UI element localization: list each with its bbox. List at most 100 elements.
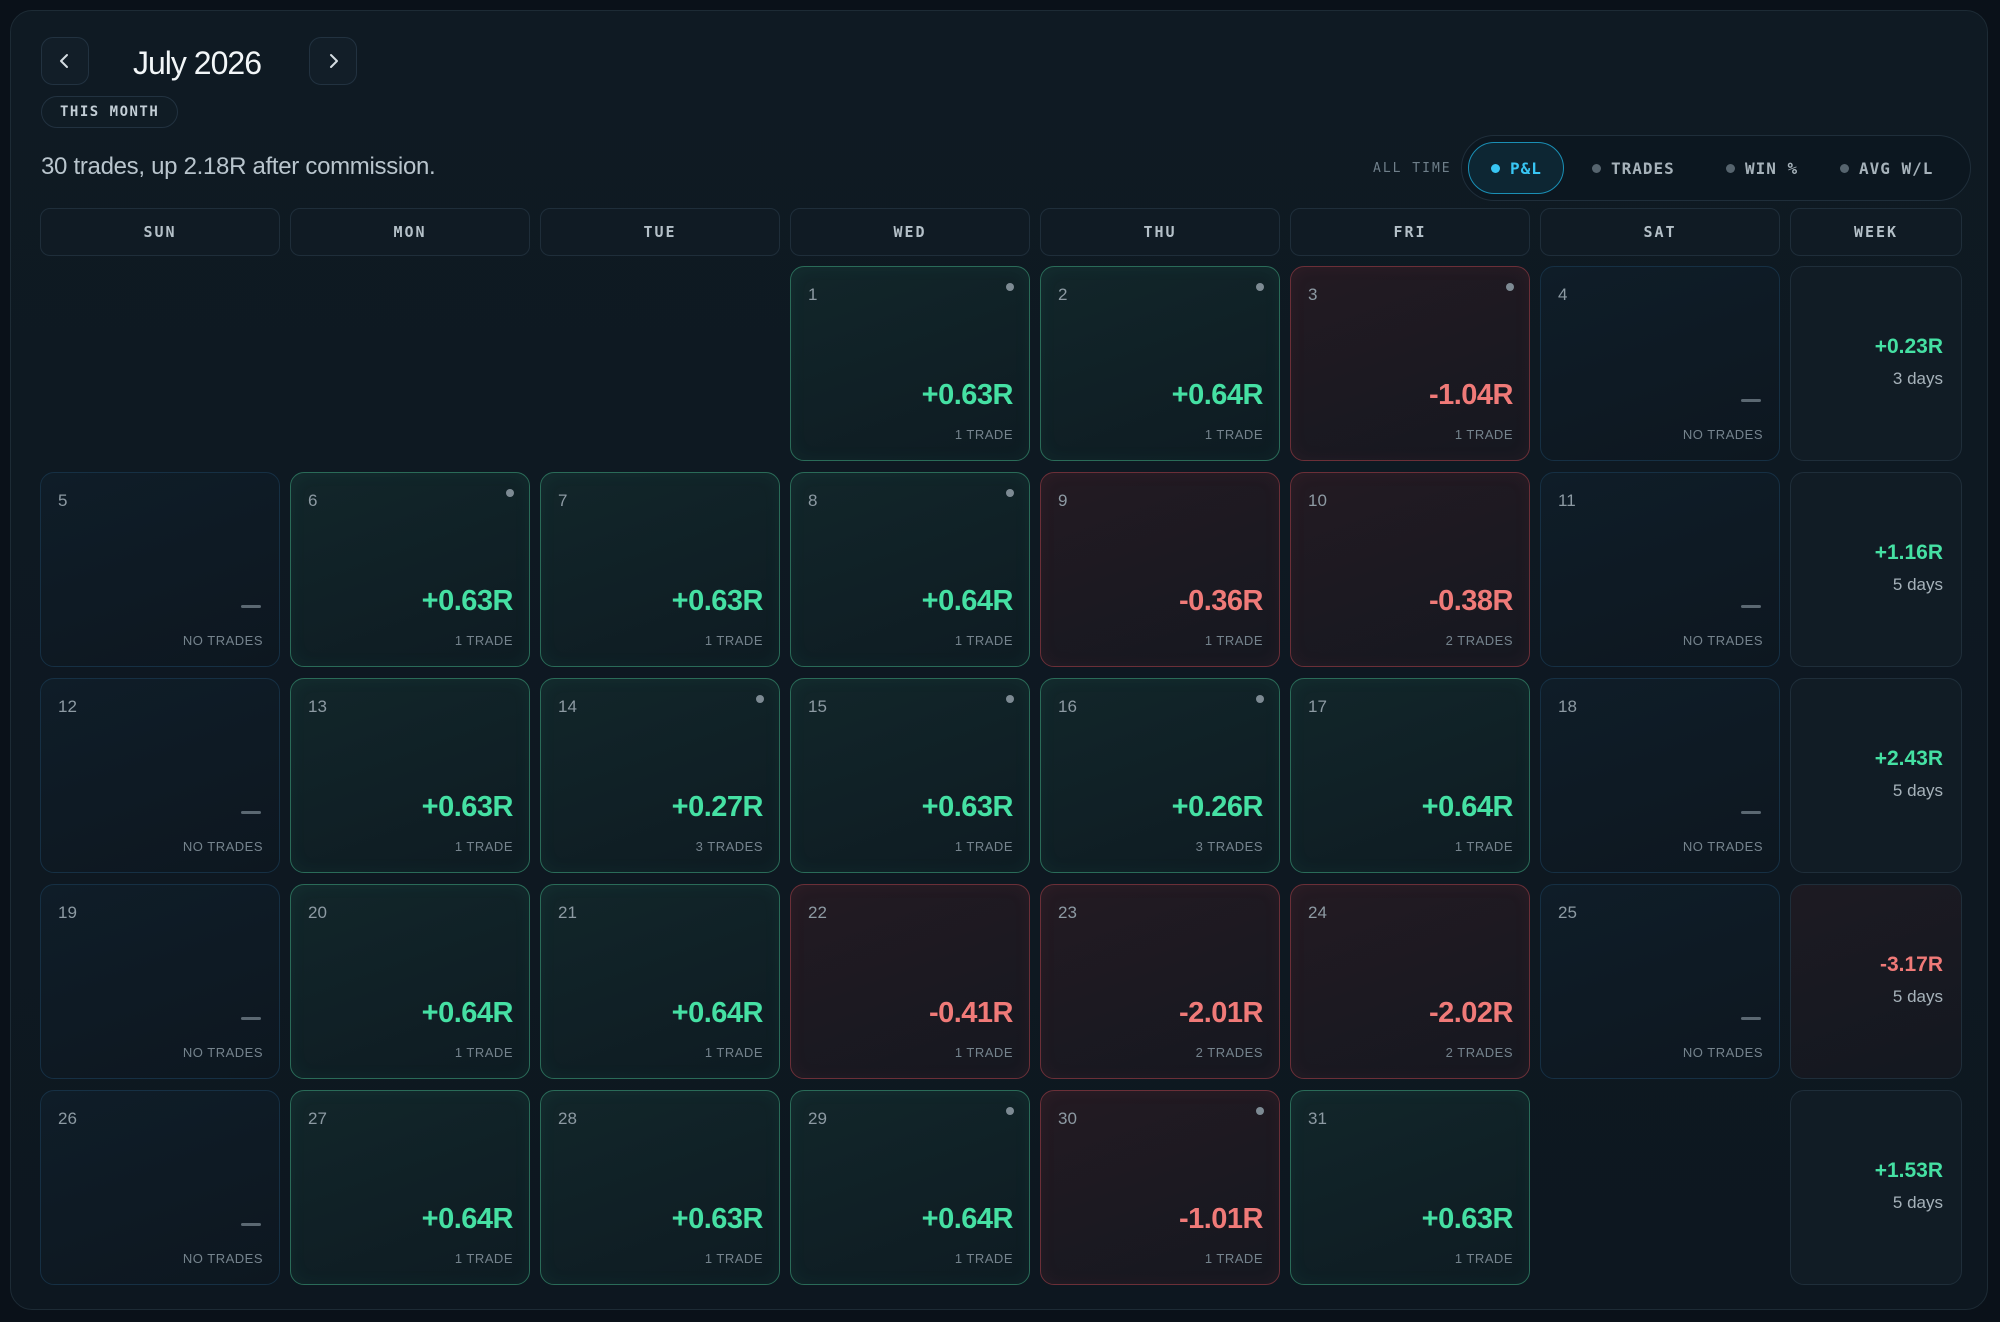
day-cell[interactable]: 8 +0.64R 1 TRADE (790, 472, 1030, 667)
week-total: -3.17R (1879, 953, 1943, 976)
trade-count: NO TRADES (182, 633, 263, 648)
day-cell[interactable]: 21 +0.64R 1 TRADE (540, 884, 780, 1079)
day-number: 19 (58, 903, 77, 922)
day-cell[interactable]: 3 -1.04R 1 TRADE (1290, 266, 1530, 461)
week-total: +1.16R (1874, 541, 1943, 564)
day-cell[interactable]: 30 -1.01R 1 TRADE (1040, 1090, 1280, 1285)
day-cell[interactable]: 6 +0.63R 1 TRADE (290, 472, 530, 667)
day-cell[interactable]: 24 -2.02R 2 TRADES (1290, 884, 1530, 1079)
day-pnl: -1.04R (1428, 379, 1514, 411)
day-number: 27 (308, 1109, 327, 1128)
day-cell[interactable]: 25 NO TRADES (1540, 884, 1780, 1079)
dot-icon (1726, 163, 1735, 173)
trade-count: NO TRADES (182, 1045, 263, 1060)
weekday-header-sun: SUN (40, 208, 280, 256)
no-pnl-dash (1741, 811, 1761, 814)
trade-count: 1 TRADE (954, 1251, 1013, 1266)
trade-count: 1 TRADE (1204, 633, 1263, 648)
weekday-header-fri: FRI (1290, 208, 1530, 256)
day-cell[interactable]: 20 +0.64R 1 TRADE (290, 884, 530, 1079)
day-cell[interactable]: 19 NO TRADES (40, 884, 280, 1079)
dot-icon (1840, 163, 1849, 173)
day-cell[interactable]: 31 +0.63R 1 TRADE (1290, 1090, 1530, 1285)
week-total: +1.53R (1874, 1159, 1943, 1182)
day-pnl: +0.26R (1171, 791, 1264, 823)
day-cell[interactable]: 13 +0.63R 1 TRADE (290, 678, 530, 873)
day-cell[interactable]: 18 NO TRADES (1540, 678, 1780, 873)
toggle-pnl[interactable]: P&L (1468, 142, 1564, 194)
day-number: 1 (808, 285, 818, 304)
note-dot-icon (1256, 283, 1264, 291)
day-number: 30 (1058, 1109, 1077, 1128)
day-cell[interactable]: 16 +0.26R 3 TRADES (1040, 678, 1280, 873)
toggle-trades[interactable]: TRADES (1570, 142, 1690, 194)
weekday-header-week: WEEK (1790, 208, 1962, 256)
trade-count: NO TRADES (182, 1251, 263, 1266)
trade-count: 1 TRADE (954, 633, 1013, 648)
day-cell[interactable]: 17 +0.64R 1 TRADE (1290, 678, 1530, 873)
day-number: 5 (58, 491, 68, 510)
trade-count: 1 TRADE (454, 1045, 513, 1060)
day-pnl: +0.64R (671, 997, 764, 1029)
day-cell[interactable]: 1 +0.63R 1 TRADE (790, 266, 1030, 461)
note-dot-icon (756, 695, 764, 703)
prev-month-button[interactable] (41, 37, 89, 85)
trade-count: NO TRADES (1682, 427, 1763, 442)
week-summary[interactable]: +0.23R 3 days (1790, 266, 1962, 461)
day-cell[interactable]: 7 +0.63R 1 TRADE (540, 472, 780, 667)
day-cell[interactable]: 5 NO TRADES (40, 472, 280, 667)
week-summary[interactable]: +1.16R 5 days (1790, 472, 1962, 667)
day-cell[interactable]: 10 -0.38R 2 TRADES (1290, 472, 1530, 667)
day-cell[interactable]: 29 +0.64R 1 TRADE (790, 1090, 1030, 1285)
day-cell[interactable]: 23 -2.01R 2 TRADES (1040, 884, 1280, 1079)
day-pnl: +0.64R (1421, 791, 1514, 823)
day-pnl: +0.64R (921, 1203, 1014, 1235)
period-badge[interactable]: THIS MONTH (41, 96, 179, 128)
day-pnl: +0.63R (921, 791, 1014, 823)
trade-count: NO TRADES (1682, 839, 1763, 854)
day-cell[interactable]: 27 +0.64R 1 TRADE (290, 1090, 530, 1285)
day-number: 4 (1558, 285, 1568, 304)
trade-count: 1 TRADE (454, 839, 513, 854)
day-pnl: -2.01R (1178, 997, 1264, 1029)
trade-count: 1 TRADE (1454, 1251, 1513, 1266)
dot-icon (1592, 163, 1601, 173)
no-pnl-dash (241, 811, 261, 814)
toggle-label: WIN % (1745, 158, 1799, 178)
day-cell[interactable]: 2 +0.64R 1 TRADE (1040, 266, 1280, 461)
day-cell[interactable]: 15 +0.63R 1 TRADE (790, 678, 1030, 873)
day-number: 9 (1058, 491, 1068, 510)
day-pnl: +0.63R (671, 1203, 764, 1235)
trade-count: 3 TRADES (695, 839, 763, 854)
toggle-win-pct[interactable]: WIN % (1704, 142, 1810, 194)
next-month-button[interactable] (309, 37, 357, 85)
day-cell[interactable]: 26 NO TRADES (40, 1090, 280, 1285)
day-cell[interactable]: 12 NO TRADES (40, 678, 280, 873)
weekday-header-wed: WED (790, 208, 1030, 256)
trade-count: NO TRADES (1682, 633, 1763, 648)
day-cell[interactable]: 14 +0.27R 3 TRADES (540, 678, 780, 873)
day-cell[interactable]: 22 -0.41R 1 TRADE (790, 884, 1030, 1079)
day-number: 8 (808, 491, 818, 510)
day-number: 23 (1058, 903, 1077, 922)
weekday-header-thu: THU (1040, 208, 1280, 256)
day-number: 17 (1308, 697, 1327, 716)
week-summary[interactable]: -3.17R 5 days (1790, 884, 1962, 1079)
day-cell[interactable]: 4 NO TRADES (1540, 266, 1780, 461)
day-number: 24 (1308, 903, 1327, 922)
toggle-avg-wl[interactable]: AVG W/L (1818, 142, 1958, 194)
week-summary[interactable]: +1.53R 5 days (1790, 1090, 1962, 1285)
week-days: 5 days (1892, 1193, 1943, 1212)
week-summary[interactable]: +2.43R 5 days (1790, 678, 1962, 873)
trade-count: 1 TRADE (1454, 839, 1513, 854)
range-label[interactable]: ALL TIME (1373, 161, 1452, 176)
day-pnl: -0.41R (928, 997, 1014, 1029)
no-pnl-dash (1741, 605, 1761, 608)
calendar-panel: July 2026 THIS MONTH 30 trades, up 2.18R… (10, 10, 1988, 1310)
day-number: 13 (308, 697, 327, 716)
day-cell[interactable]: 28 +0.63R 1 TRADE (540, 1090, 780, 1285)
day-cell[interactable]: 9 -0.36R 1 TRADE (1040, 472, 1280, 667)
day-pnl: -0.38R (1428, 585, 1514, 617)
trade-count: NO TRADES (182, 839, 263, 854)
day-cell[interactable]: 11 NO TRADES (1540, 472, 1780, 667)
